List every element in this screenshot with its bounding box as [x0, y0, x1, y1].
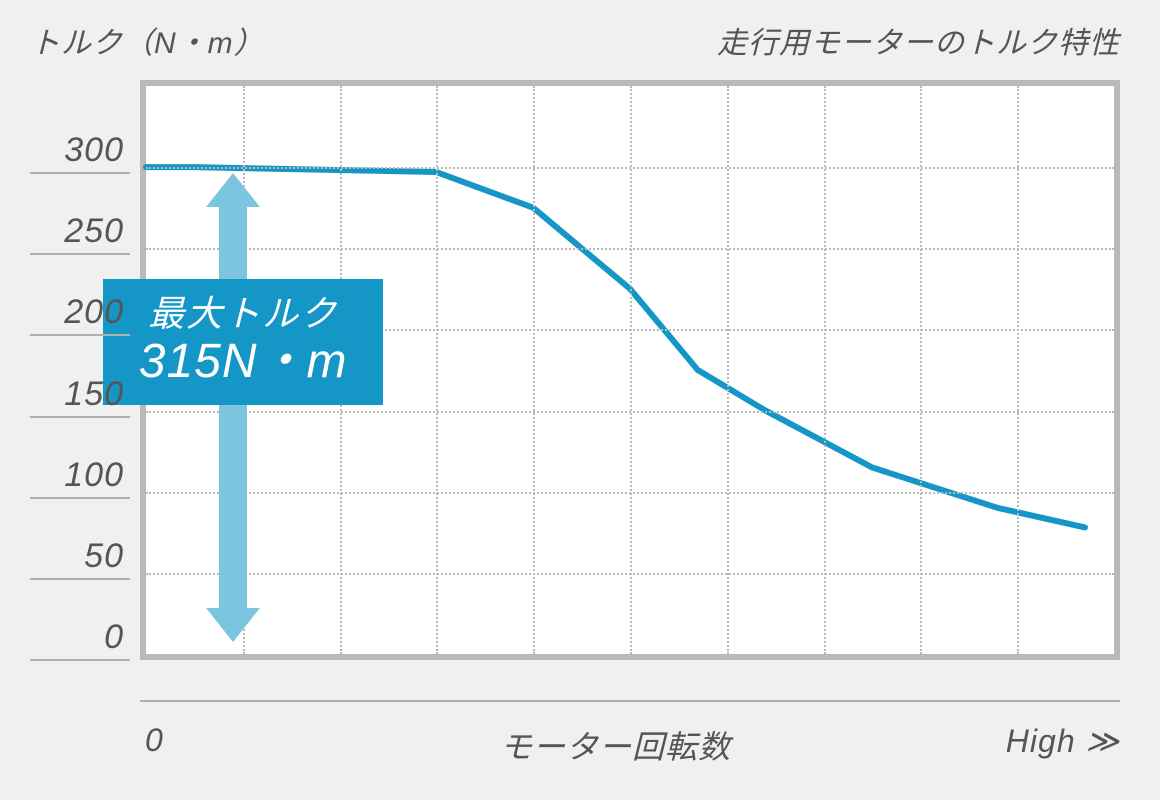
y-tick-label: 150 [30, 375, 130, 418]
y-tick-label: 100 [30, 456, 130, 499]
grid-line-vertical [920, 86, 922, 654]
arrow-up-icon [206, 173, 260, 207]
y-tick-label: 300 [30, 131, 130, 174]
grid-line-vertical [630, 86, 632, 654]
plot-area: 最大トルク315N・m [140, 80, 1120, 660]
arrow-down-icon [206, 608, 260, 642]
x-axis-end-label: High ≫ [1006, 722, 1120, 760]
callout-line2: 315N・m [123, 334, 363, 389]
chart-title: 走行用モーターのトルク特性 [717, 18, 1120, 62]
x-axis-label: モーター回転数 [500, 722, 731, 768]
y-tick-label: 200 [30, 293, 130, 336]
grid-line-vertical [824, 86, 826, 654]
y-axis-title: トルク（N・m） [30, 18, 265, 62]
x-axis-baseline [140, 700, 1120, 702]
arrow-shaft [219, 207, 247, 608]
grid-line-vertical [533, 86, 535, 654]
y-tick-label: 250 [30, 212, 130, 255]
chart-container: トルク（N・m） 走行用モーターのトルク特性 最大トルク315N・m 0 50 10… [0, 0, 1160, 800]
callout-line1: 最大トルク [123, 293, 363, 334]
x-axis-start-label: 0 [145, 722, 164, 759]
grid-line-vertical [436, 86, 438, 654]
grid-line-vertical [727, 86, 729, 654]
grid-line-vertical [1017, 86, 1019, 654]
max-torque-callout: 最大トルク315N・m [103, 279, 383, 406]
y-tick-label: 0 [30, 618, 130, 661]
y-tick-label: 50 [30, 537, 130, 580]
